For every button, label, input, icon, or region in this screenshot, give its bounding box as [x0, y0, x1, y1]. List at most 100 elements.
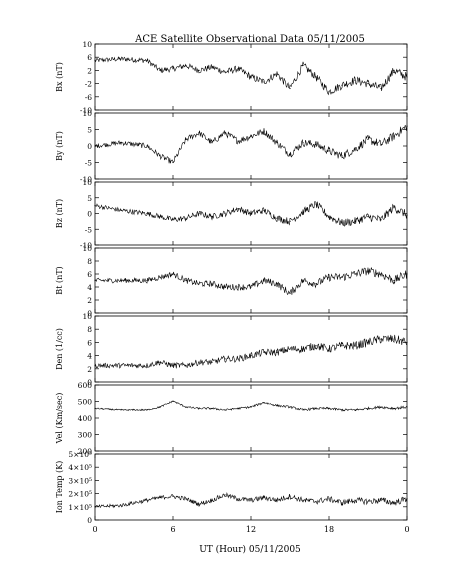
data-point [302, 211, 304, 213]
data-point [367, 138, 369, 140]
data-point [380, 406, 382, 408]
data-point [302, 64, 304, 67]
y-tick-label: 5 [87, 194, 92, 203]
data-point [289, 220, 291, 222]
data-point [94, 506, 96, 508]
y-tick-label: 300 [78, 431, 93, 440]
data-point [380, 143, 382, 145]
y-tick-label: 0 [87, 142, 92, 151]
data-point [328, 276, 330, 278]
x-tick-label: 18 [324, 525, 334, 534]
y-tick-label: 4 [87, 352, 92, 361]
y-tick-label: -10 [80, 106, 92, 115]
data-point [237, 140, 239, 142]
data-point [159, 216, 161, 218]
y-tick-label: 500 [78, 398, 93, 407]
data-point [341, 276, 343, 278]
data-point [224, 409, 226, 411]
data-point [172, 400, 174, 402]
data-point [224, 494, 226, 496]
data-point [328, 348, 330, 350]
data-point [367, 500, 369, 503]
data-point [328, 150, 330, 152]
data-point [354, 499, 356, 501]
y-tick-label: 4 [87, 283, 92, 292]
data-point [185, 279, 187, 282]
series-line [94, 400, 408, 412]
x-tick-label: 0 [92, 525, 97, 534]
data-point [406, 273, 408, 275]
panel-3: 10 5 0 -5 -10 Bz (nT) [55, 178, 408, 250]
data-point [315, 143, 317, 145]
panels: 10 6 2 -2 -6 -10 Bx (nT) 10 5 0 -5 -10 By (nT) 10 5 0 -5… [55, 40, 410, 534]
y-tick-label: 6 [87, 338, 92, 347]
data-point [380, 499, 382, 501]
data-point [224, 132, 226, 134]
data-point [315, 407, 317, 410]
data-point [198, 361, 200, 363]
y-tick-label: 10 [82, 109, 92, 118]
series-line [94, 56, 408, 96]
panel-2: 10 5 0 -5 -10 By (nT) [55, 109, 408, 184]
data-point [341, 502, 343, 504]
data-point [328, 498, 330, 500]
data-point [315, 203, 317, 205]
y-tick-label: 6 [87, 53, 92, 62]
y-tick-label: 10 [82, 312, 92, 321]
data-point [146, 59, 148, 62]
data-point [302, 142, 304, 144]
y-axis-label: By (nT) [55, 131, 64, 161]
data-point [211, 499, 213, 501]
data-point [289, 87, 291, 90]
plot-frame [94, 384, 408, 452]
data-point [276, 73, 278, 75]
data-point [198, 503, 200, 505]
data-point [341, 222, 343, 224]
data-point [276, 217, 278, 219]
y-tick-label: 8 [87, 325, 92, 334]
data-point [94, 364, 96, 367]
data-point [185, 364, 187, 367]
data-point [354, 148, 356, 150]
data-point [393, 279, 395, 282]
data-point [354, 345, 356, 347]
data-point [328, 216, 330, 218]
data-point [120, 142, 122, 144]
data-point [289, 348, 291, 350]
data-point [380, 338, 382, 340]
data-point [406, 341, 408, 343]
data-point [159, 155, 161, 157]
data-point [185, 406, 187, 408]
y-tick-label: 5×10⁵ [68, 450, 92, 459]
data-point [393, 135, 395, 137]
data-point [146, 364, 148, 367]
data-point [341, 155, 343, 157]
data-point [237, 358, 239, 360]
data-point [380, 273, 382, 275]
data-point [250, 286, 252, 288]
data-point [302, 348, 304, 350]
data-point [263, 279, 265, 282]
data-point [198, 132, 200, 134]
plot-frame [94, 453, 408, 521]
data-point [185, 138, 187, 140]
data-point [341, 84, 343, 86]
data-point [211, 216, 213, 218]
y-tick-label: 2 [87, 365, 92, 374]
data-point [354, 409, 356, 411]
data-point [263, 351, 265, 353]
data-point [185, 64, 187, 67]
data-point [393, 338, 395, 340]
y-axis-label: Bz (nT) [55, 199, 64, 228]
data-point [250, 355, 252, 357]
y-tick-label: 2×10⁵ [68, 490, 92, 499]
y-tick-label: 400 [78, 414, 93, 423]
data-point [159, 361, 161, 363]
data-point [146, 409, 148, 411]
y-axis-label: Bx (nT) [55, 62, 64, 92]
y-tick-label: 10 [82, 178, 92, 187]
data-point [224, 286, 226, 288]
data-point [367, 341, 369, 343]
data-point [406, 76, 408, 78]
data-point [250, 76, 252, 78]
